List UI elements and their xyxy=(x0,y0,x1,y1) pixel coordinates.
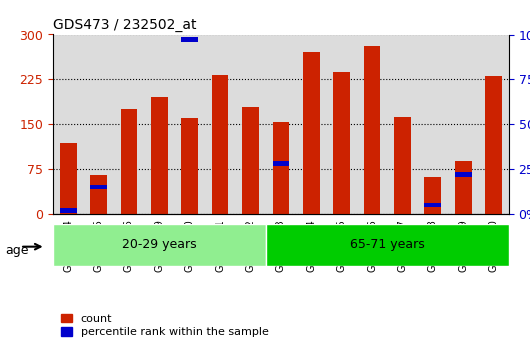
Bar xyxy=(394,117,411,214)
Bar xyxy=(242,20,259,24)
Bar xyxy=(242,107,259,214)
Bar xyxy=(485,76,502,214)
Bar xyxy=(425,203,441,207)
Bar xyxy=(425,177,441,214)
Bar xyxy=(90,185,107,189)
FancyBboxPatch shape xyxy=(266,224,509,266)
Bar xyxy=(455,161,472,214)
Bar xyxy=(60,143,76,214)
Bar xyxy=(272,122,289,214)
Bar xyxy=(60,208,76,213)
Bar xyxy=(272,161,289,166)
Bar xyxy=(212,75,228,214)
Bar xyxy=(121,109,137,214)
Bar xyxy=(333,71,350,214)
Bar xyxy=(90,175,107,214)
Text: 20-29 years: 20-29 years xyxy=(122,238,197,252)
Text: GDS473 / 232502_at: GDS473 / 232502_at xyxy=(53,18,197,32)
Bar xyxy=(151,97,167,214)
Text: 65-71 years: 65-71 years xyxy=(350,238,425,252)
Legend: count, percentile rank within the sample: count, percentile rank within the sample xyxy=(58,312,271,339)
Bar xyxy=(394,27,411,31)
Bar xyxy=(121,27,137,31)
Bar xyxy=(181,38,198,42)
Bar xyxy=(181,118,198,214)
Bar xyxy=(303,52,320,214)
Text: age: age xyxy=(5,244,29,257)
Bar xyxy=(455,172,472,177)
Bar xyxy=(364,47,381,214)
FancyBboxPatch shape xyxy=(53,224,266,266)
